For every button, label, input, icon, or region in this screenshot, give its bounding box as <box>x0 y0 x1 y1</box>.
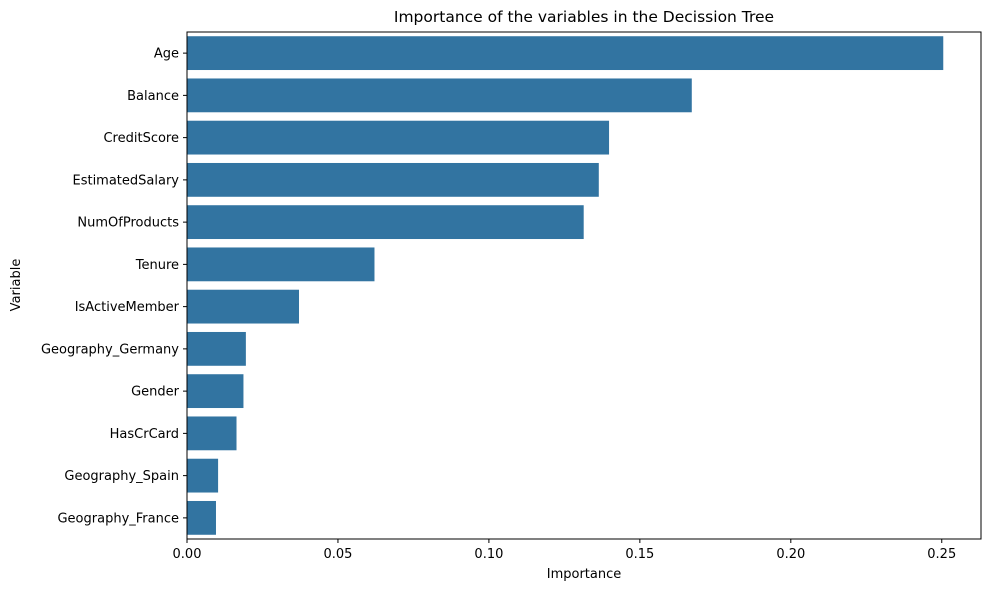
y-tick-label: HasCrCard <box>110 427 179 442</box>
y-tick-label: Gender <box>131 385 180 400</box>
y-tick-label: EstimatedSalary <box>72 173 179 188</box>
x-axis-title: Importance <box>547 567 622 582</box>
y-tick-label: CreditScore <box>103 131 179 146</box>
y-tick-label: Geography_Germany <box>41 342 179 357</box>
bar <box>187 416 237 451</box>
y-tick-label: Balance <box>127 89 179 104</box>
plot-border <box>186 31 982 540</box>
chart-title: Importance of the variables in the Decis… <box>394 8 774 26</box>
y-tick-label: Geography_France <box>57 511 179 526</box>
y-axis-title: Variable <box>9 259 24 312</box>
y-tick-label: NumOfProducts <box>77 216 179 231</box>
bar <box>187 205 584 240</box>
bar <box>187 78 692 113</box>
x-tick-label: 0.15 <box>625 547 654 562</box>
bar <box>187 247 375 282</box>
x-tick-label: 0.05 <box>323 547 352 562</box>
bar <box>187 36 944 71</box>
x-axis-ticks: 0.00 0.05 0.10 0.15 0.20 0.25 <box>173 539 956 562</box>
y-tick-label: Geography_Spain <box>64 469 179 484</box>
x-tick-label: 0.00 <box>173 547 202 562</box>
y-tick-label: Tenure <box>135 258 179 273</box>
bar <box>187 458 219 493</box>
y-tick-label: Age <box>154 47 179 62</box>
bar <box>187 289 300 324</box>
bar <box>187 374 244 409</box>
x-tick-label: 0.20 <box>776 547 805 562</box>
bar <box>187 331 246 366</box>
bar <box>187 500 216 535</box>
x-tick-label: 0.25 <box>927 547 956 562</box>
bar <box>187 120 610 155</box>
y-tick-label: IsActiveMember <box>75 300 180 315</box>
x-tick-label: 0.10 <box>474 547 503 562</box>
bars-group <box>187 36 944 535</box>
bar <box>187 162 599 197</box>
plot-frame <box>186 31 982 540</box>
y-axis-ticks: Age Balance CreditScore EstimatedSalary NumO… <box>41 47 187 526</box>
